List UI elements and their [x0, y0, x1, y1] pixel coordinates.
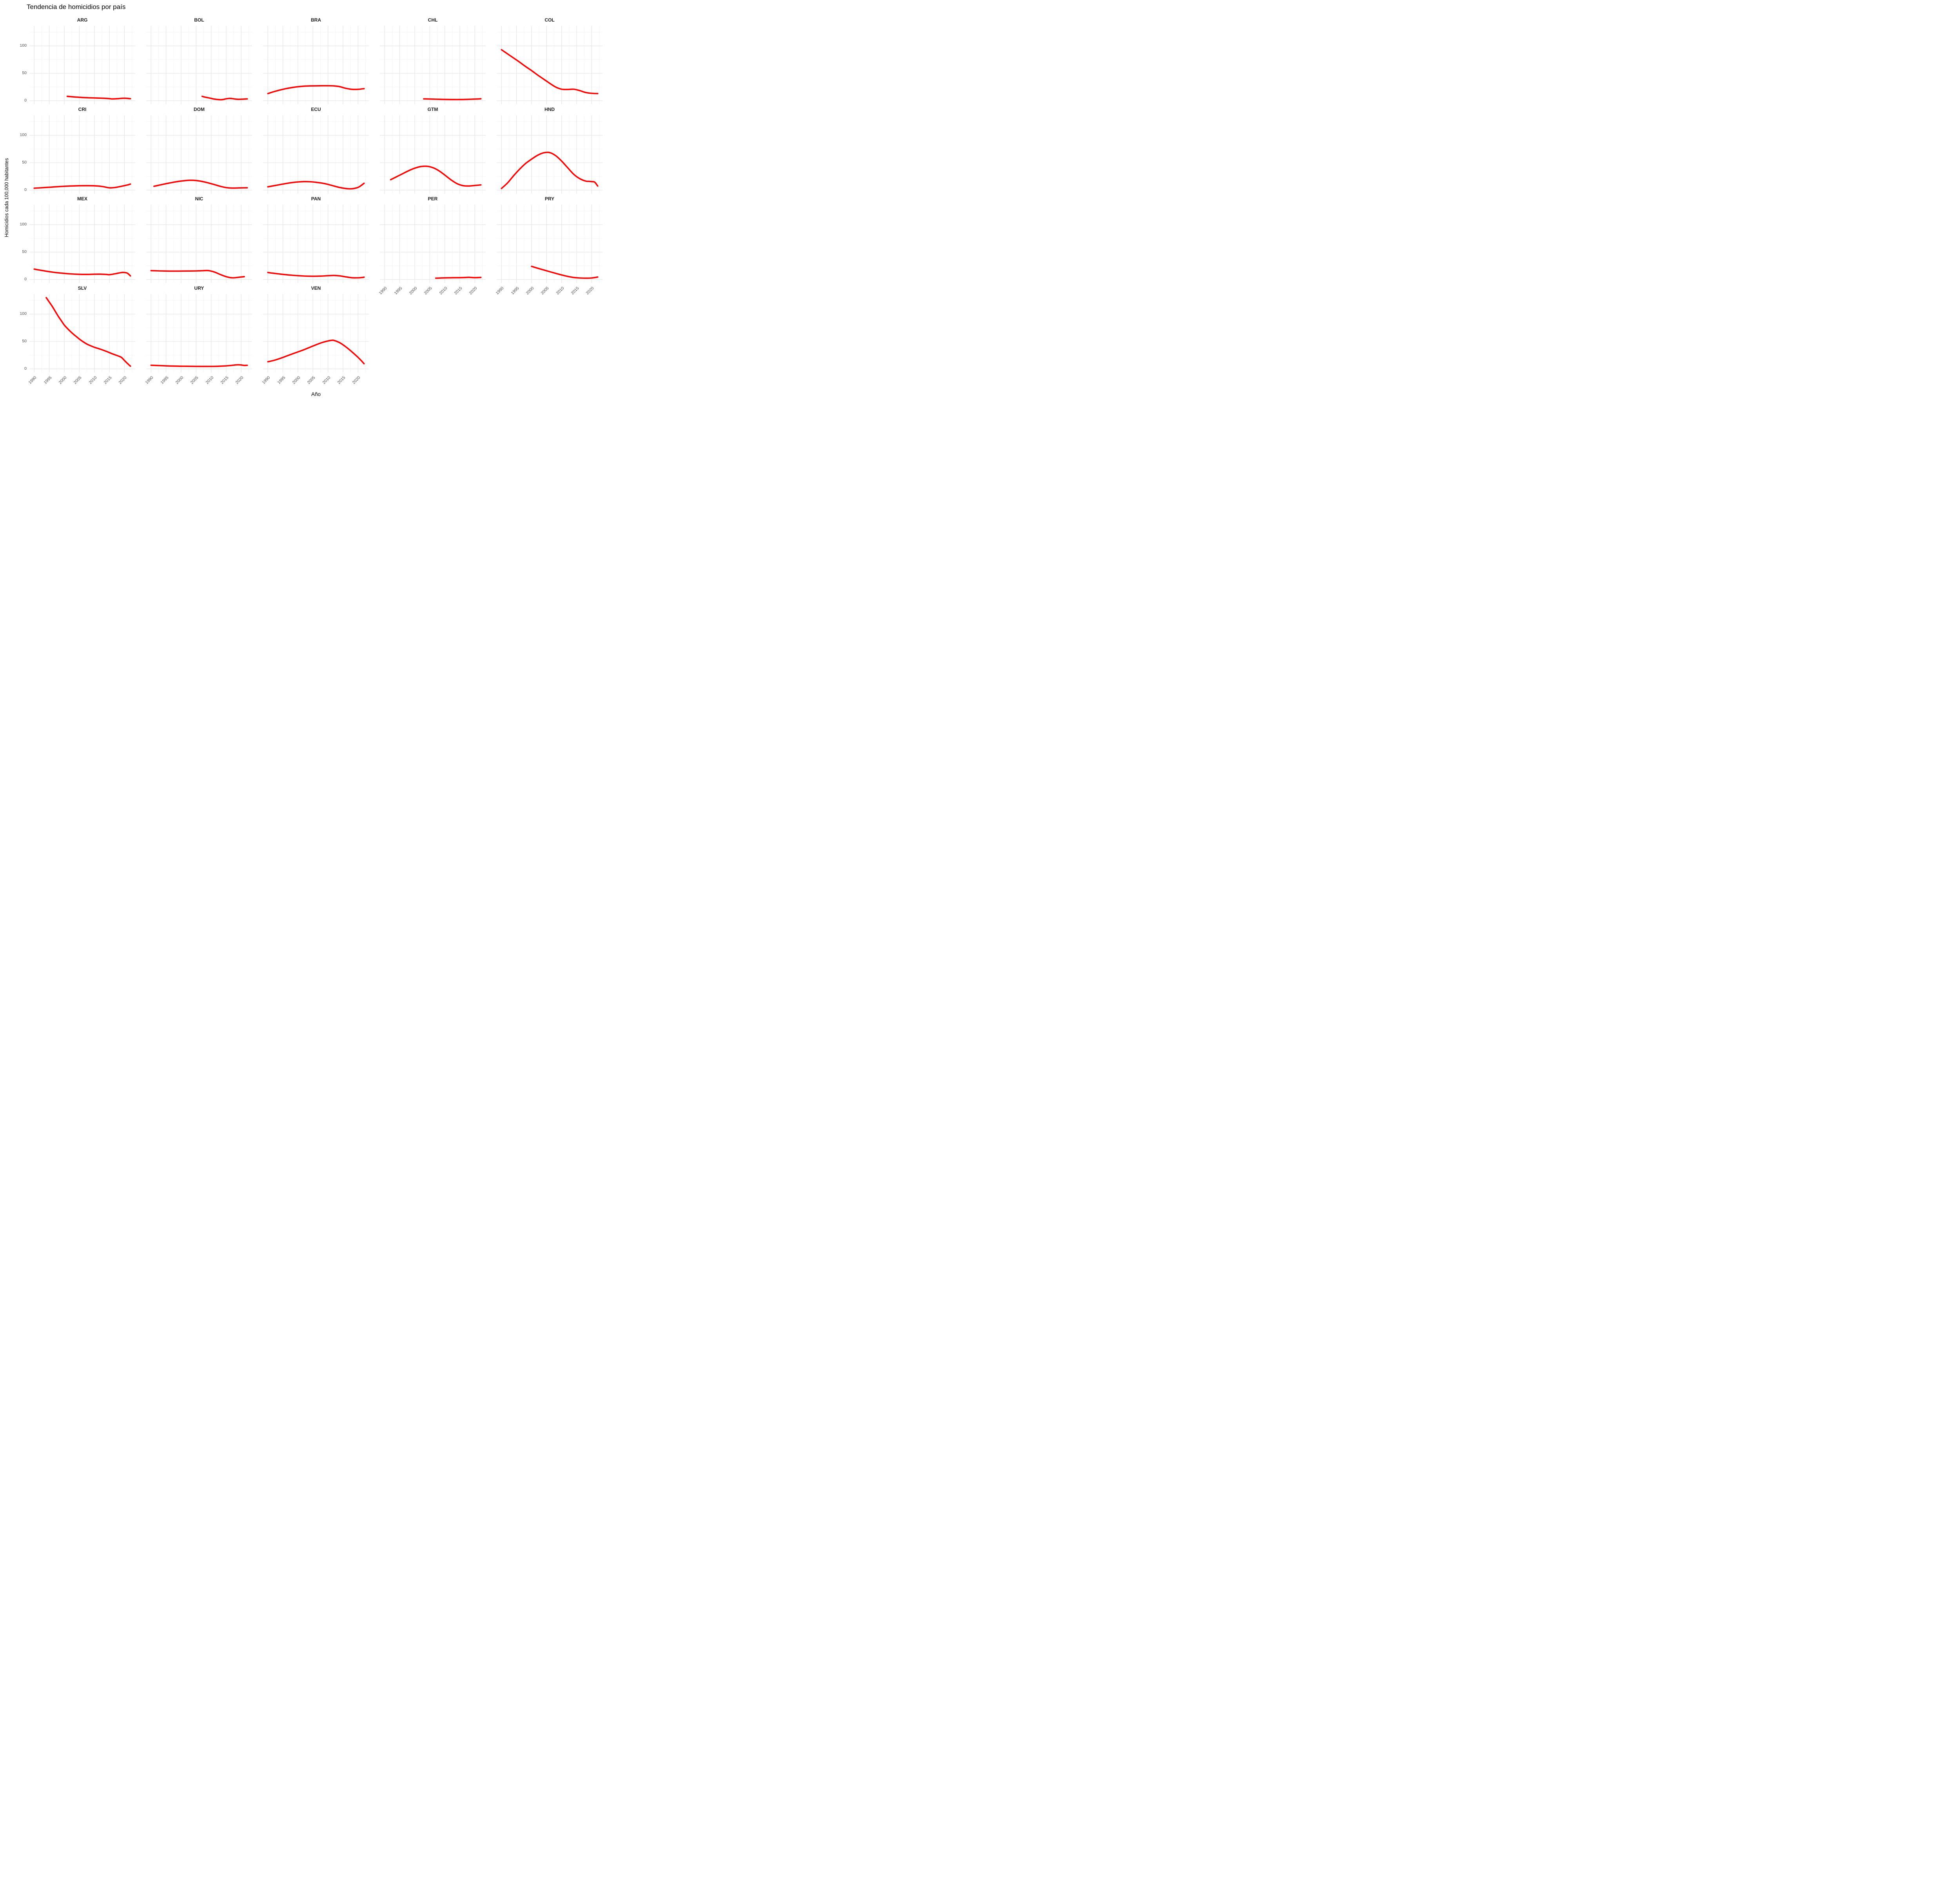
facet-PRY: PRY 1990 1995 2000 2005 2010 2015 2020 [495, 196, 603, 296]
facet-label: BRA [311, 17, 321, 23]
facet-VEN: VEN 1990 1995 2000 2005 2010 2015 2020 [261, 285, 369, 385]
facet-panel [497, 205, 603, 283]
trend-line-BRA [267, 85, 365, 94]
facet-label: ARG [77, 17, 88, 23]
facet-panel [146, 294, 252, 372]
trend-line-VEN [267, 339, 365, 365]
y-tick-label: 100 [20, 311, 27, 316]
trend-line-SLV [45, 297, 131, 367]
y-tick-label: 100 [20, 133, 27, 138]
facet-panel [29, 115, 135, 194]
trend-line-GTM [390, 165, 482, 187]
trend-line-CHL [423, 98, 482, 100]
facet-panel [29, 26, 135, 104]
facet-panel [146, 115, 252, 194]
facet-panel [497, 26, 603, 104]
facet-label: DOM [194, 107, 205, 112]
facet-URY: URY 1990 1995 2000 2005 2010 2015 2020 [145, 285, 252, 385]
facet-label: BOL [194, 17, 204, 23]
facet-panel [380, 115, 486, 194]
trend-line-BOL [201, 95, 248, 101]
faceted-line-chart: Tendencia de homicidios por país Homicid… [0, 0, 606, 401]
facet-panel [380, 205, 486, 283]
y-tick-label: 50 [22, 249, 27, 254]
facet-label: CHL [428, 17, 438, 23]
trend-line-MEX [33, 268, 131, 277]
y-tick-label: 50 [22, 70, 27, 75]
y-tick-label: 0 [24, 276, 27, 282]
facet-PER: PER 1990 1995 2000 2005 2010 2015 2020 [378, 196, 486, 296]
y-tick-label: 0 [24, 187, 27, 192]
facet-MEX: MEX 0 50 100 [20, 196, 135, 283]
facet-label: URY [194, 285, 204, 291]
x-axis-title: Año [311, 391, 321, 397]
facet-panel [29, 294, 135, 372]
facet-COL: COL [497, 17, 603, 104]
facet-BRA: BRA [263, 17, 369, 104]
facet-HND: HND [497, 107, 603, 194]
facet-label: GTM [427, 107, 438, 112]
trend-line-ARG [66, 95, 131, 100]
facet-label: VEN [311, 285, 321, 291]
y-tick-label: 0 [24, 366, 27, 371]
facet-label: MEX [77, 196, 87, 202]
facet-ARG: ARG 0 50 100 [20, 17, 135, 104]
facet-panel [497, 115, 603, 194]
facet-DOM: DOM [146, 107, 252, 194]
facet-panel [29, 205, 135, 283]
facet-CRI: CRI 0 50 100 [20, 107, 135, 194]
facet-GTM: GTM [380, 107, 486, 194]
facet-panel [146, 205, 252, 283]
y-tick-label: 50 [22, 338, 27, 343]
y-tick-label: 0 [24, 98, 27, 103]
facet-ECU: ECU [263, 107, 369, 194]
facet-label: HND [544, 107, 555, 112]
facet-panel [263, 26, 369, 104]
y-tick-label: 100 [20, 43, 27, 48]
plot-title: Tendencia de homicidios por país [27, 3, 126, 11]
trend-line-COL [501, 49, 599, 94]
trend-line-PRY [531, 265, 599, 279]
trend-line-PAN [267, 272, 365, 279]
trend-line-URY [150, 364, 248, 367]
facet-panel [263, 294, 369, 372]
facet-label: PER [428, 196, 438, 202]
facet-label: CRI [78, 107, 87, 112]
facet-BOL: BOL [146, 17, 252, 104]
facet-label: NIC [195, 196, 203, 202]
y-tick-label: 50 [22, 160, 27, 165]
facet-label: COL [544, 17, 555, 23]
facet-PAN: PAN [263, 196, 369, 283]
facet-panel [146, 26, 252, 104]
y-tick-label: 100 [20, 222, 27, 227]
y-axis-title: Homicidios cada 100,000 habitantes [4, 158, 9, 237]
facet-label: SLV [78, 285, 87, 291]
trend-line-DOM [153, 179, 248, 189]
facet-label: PAN [311, 196, 321, 202]
facet-panel [380, 26, 486, 104]
facet-CHL: CHL [380, 17, 486, 104]
trend-line-NIC [150, 270, 245, 279]
trend-line-HND [501, 151, 599, 189]
trend-line-CRI [33, 183, 131, 189]
facet-panel [263, 205, 369, 283]
facet-NIC: NIC [146, 196, 252, 283]
facet-panel [263, 115, 369, 194]
trend-line-ECU [267, 181, 365, 190]
facet-label: ECU [311, 107, 321, 112]
facet-SLV: SLV 0 50 100 1990 1995 2000 2005 2010 2015 2020 [20, 285, 135, 385]
facet-label: PRY [544, 196, 555, 202]
trend-line-PER [435, 276, 482, 279]
